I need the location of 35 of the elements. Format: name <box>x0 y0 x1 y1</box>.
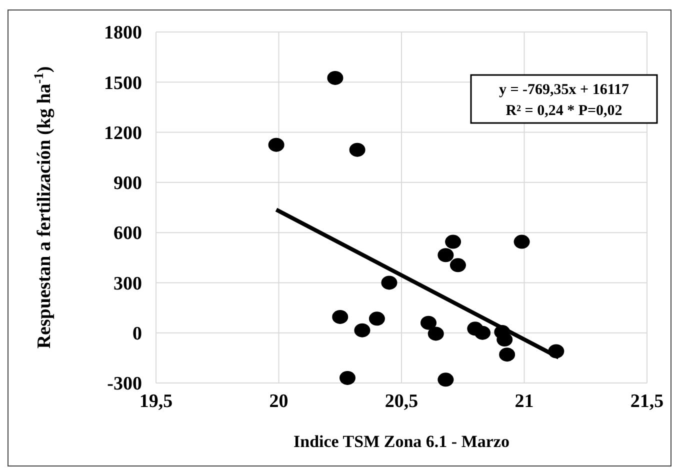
y-tick-label: 300 <box>114 273 142 294</box>
point <box>368 312 385 326</box>
annotation: R² = 0,24 * P=0,02 <box>506 103 622 119</box>
x-axis-title: Indice TSM Zona 6.1 - Marzo <box>294 432 510 451</box>
point <box>450 258 466 272</box>
y-tick-label: 1500 <box>104 72 142 94</box>
y-tick-label: 600 <box>114 223 142 244</box>
point <box>445 234 462 249</box>
x-tick-label: 21 <box>514 391 534 412</box>
point <box>381 276 398 290</box>
equation-box: y = -769,35x + 16117 R² = 0,24 * P=0,02 <box>470 74 658 124</box>
point <box>354 323 370 338</box>
point <box>349 142 366 157</box>
y-tick-label: 1800 <box>104 22 142 44</box>
y-tick-label: 1200 <box>104 122 142 144</box>
x-tick-label: 19,5 <box>139 391 173 412</box>
point <box>428 326 444 341</box>
point <box>332 310 348 324</box>
point <box>474 326 491 340</box>
point <box>420 316 437 330</box>
point <box>438 248 454 262</box>
point <box>499 348 516 362</box>
point <box>268 138 284 152</box>
annotation: y = -769,35x + 16117 <box>498 82 630 98</box>
point <box>496 332 513 347</box>
point <box>339 370 356 385</box>
x-tick-label: 20,5 <box>384 391 418 412</box>
point <box>438 372 454 387</box>
y-tick-label: 0 <box>132 324 142 345</box>
x-tick-label: 21,5 <box>630 391 664 412</box>
point <box>514 234 530 249</box>
y-tick-label: 900 <box>114 173 142 194</box>
y-tick-label: -300 <box>107 374 142 395</box>
point <box>327 70 344 85</box>
x-tick-label: 20 <box>269 391 288 412</box>
